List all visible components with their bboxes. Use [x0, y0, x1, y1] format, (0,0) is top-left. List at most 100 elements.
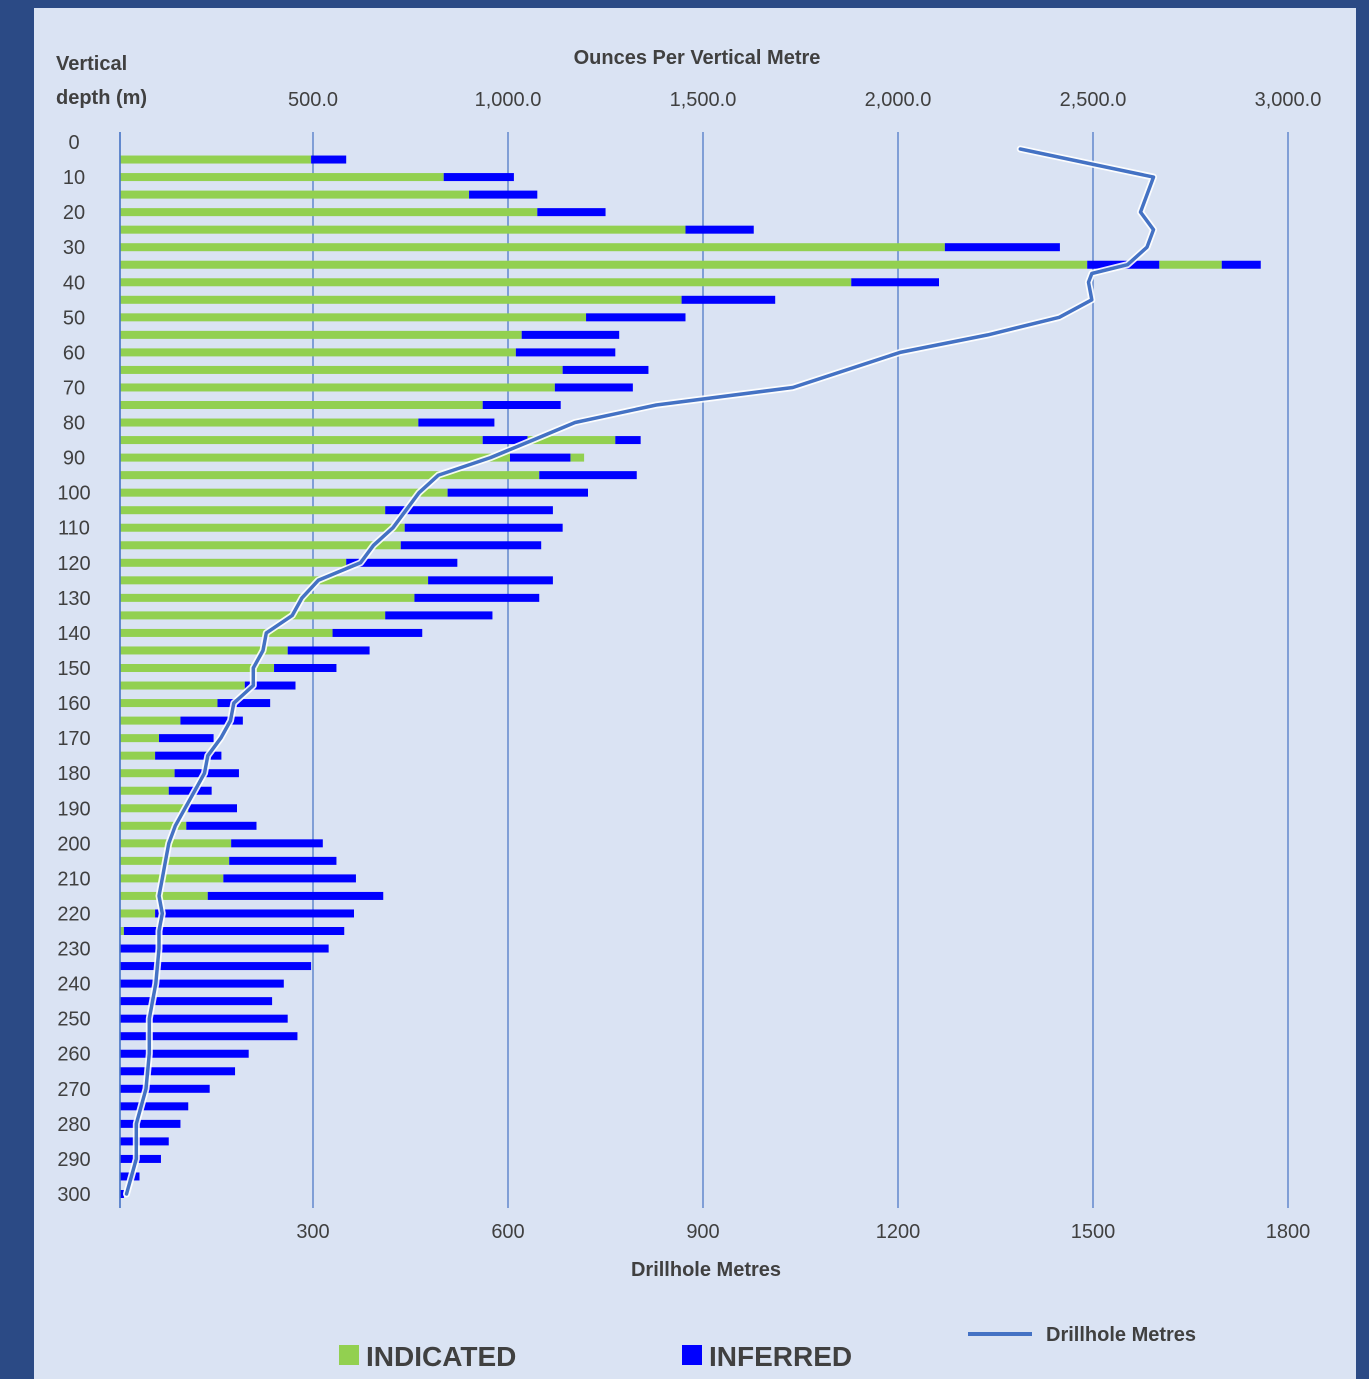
bar-inferred — [159, 734, 214, 743]
bar-inferred — [120, 1067, 236, 1076]
depth-tick-label: 280 — [57, 1114, 90, 1136]
depth-tick-label: 80 — [63, 413, 85, 435]
bottom-tick-label: 1800 — [1266, 1221, 1311, 1243]
bar-inferred — [418, 418, 495, 427]
bar-inferred — [217, 699, 271, 708]
bottom-tick-label: 1200 — [876, 1221, 921, 1243]
bar-indicated — [120, 734, 159, 743]
top-axis-title: Ounces Per Vertical Metre — [574, 47, 821, 69]
bar-indicated-ext — [527, 436, 616, 445]
top-tick-label: 2,500.0 — [1060, 89, 1127, 111]
depth-tick-label: 40 — [63, 272, 85, 294]
bar-inferred — [229, 856, 337, 865]
bar-series — [120, 155, 1261, 1198]
top-tick-label: 1,500.0 — [670, 89, 737, 111]
bar-indicated — [120, 821, 187, 830]
depth-tick-label: 230 — [57, 939, 90, 961]
bar-inferred — [404, 523, 563, 532]
depth-tick-label: 290 — [57, 1149, 90, 1171]
depth-tick-label: 150 — [57, 658, 90, 680]
bar-inferred — [207, 891, 384, 900]
bar-inferred — [120, 997, 273, 1006]
bar-indicated — [120, 541, 401, 550]
bar-inferred — [120, 1119, 181, 1128]
bar-inferred — [851, 278, 939, 287]
depth-tick-label: 50 — [63, 307, 85, 329]
depth-tick-label: 210 — [57, 868, 90, 890]
bar-indicated — [120, 856, 230, 865]
bar-indicated — [120, 313, 587, 322]
bar-indicated — [120, 471, 540, 480]
depth-tick-label: 160 — [57, 693, 90, 715]
bar-inferred — [120, 944, 329, 953]
bar-indicated — [120, 716, 181, 725]
depth-tick-label: 90 — [63, 448, 85, 470]
top-tick-label: 3,000.0 — [1255, 89, 1322, 111]
bar-indicated — [120, 839, 232, 848]
bar-indicated — [120, 173, 444, 182]
bar-inferred — [120, 1032, 298, 1041]
bar-indicated-ext — [570, 453, 585, 462]
bar-inferred — [188, 804, 237, 813]
bar-indicated — [120, 418, 419, 427]
legend-inferred-label: INFERRED — [709, 1341, 852, 1372]
drillhole-line — [124, 147, 1156, 1196]
bar-indicated — [120, 909, 156, 918]
bar-inferred — [223, 874, 356, 883]
bar-inferred — [428, 576, 553, 585]
depth-tick-label: 180 — [57, 763, 90, 785]
bar-inferred — [469, 190, 538, 199]
bar-indicated — [120, 260, 1088, 269]
bottom-tick-label: 900 — [686, 1221, 719, 1243]
depth-tick-label: 260 — [57, 1044, 90, 1066]
bar-indicated — [120, 891, 208, 900]
bar-inferred — [510, 453, 571, 462]
depth-tick-label: 250 — [57, 1009, 90, 1031]
bar-indicated — [120, 664, 275, 672]
bar-indicated — [120, 576, 429, 585]
bar-inferred — [168, 786, 212, 795]
bar-inferred — [155, 751, 222, 760]
bar-indicated — [120, 699, 218, 708]
bar-inferred — [562, 365, 649, 374]
depth-tick-label: 10 — [63, 167, 85, 189]
top-tick-label: 500.0 — [288, 89, 338, 111]
bar-inferred — [120, 979, 284, 988]
bar-indicated — [120, 558, 347, 567]
bar-inferred — [287, 646, 370, 655]
y-axis-title-line1: Vertical — [56, 53, 127, 75]
bar-inferred — [120, 1049, 249, 1058]
depth-tick-label: 0 — [68, 132, 79, 154]
bottom-tick-label: 1500 — [1071, 1221, 1116, 1243]
legend-indicated-label: INDICATED — [366, 1341, 516, 1372]
depth-tick-label: 190 — [57, 798, 90, 820]
bar-inferred — [385, 506, 553, 515]
bar-indicated — [120, 874, 224, 883]
depth-tick-label: 120 — [57, 553, 90, 575]
depth-tick-label: 200 — [57, 833, 90, 855]
depth-tick-label: 300 — [57, 1184, 90, 1206]
top-tick-label: 2,000.0 — [865, 89, 932, 111]
chart-panel: 500.0 1,000.0 1,500.0 2,000.0 2,500.0 3,000.0… — [34, 8, 1356, 1379]
depth-tick-label: 240 — [57, 974, 90, 996]
bar-inferred — [521, 330, 620, 339]
bar-indicated — [120, 751, 156, 760]
bar-inferred — [482, 436, 528, 445]
bar-inferred-ext — [1221, 260, 1261, 269]
bar-inferred — [120, 1014, 288, 1023]
bar-indicated — [120, 365, 563, 374]
bar-inferred — [123, 927, 345, 935]
bar-inferred — [539, 471, 637, 480]
depth-tick-label: 140 — [57, 623, 90, 645]
bar-inferred — [231, 839, 323, 848]
chart-svg: 500.0 1,000.0 1,500.0 2,000.0 2,500.0 3,000.0… — [56, 47, 1322, 1372]
bar-indicated — [120, 611, 386, 620]
bar-inferred — [414, 593, 540, 602]
bar-indicated — [120, 348, 516, 357]
bar-inferred — [332, 628, 423, 637]
legend-indicated-swatch — [339, 1345, 359, 1365]
bar-indicated — [120, 488, 448, 497]
bar-indicated — [120, 225, 686, 234]
bar-inferred — [120, 1102, 189, 1111]
bar-indicated-ext — [1159, 260, 1222, 269]
